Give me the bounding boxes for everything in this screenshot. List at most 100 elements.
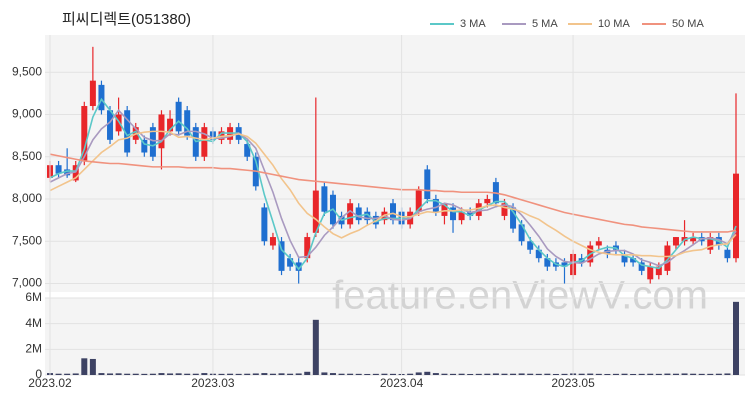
volume-bar — [527, 373, 534, 375]
candle-body — [355, 207, 362, 221]
volume-bar — [707, 373, 714, 375]
legend-label: 10 MA — [598, 18, 630, 30]
volume-bar — [715, 373, 722, 375]
ma-line — [49, 153, 737, 233]
volume-bar — [107, 373, 114, 375]
volume-bar — [638, 373, 645, 375]
candle-body — [89, 80, 96, 107]
volume-bar — [467, 373, 474, 375]
y-tick-label: 7,500 — [12, 233, 42, 247]
candle-body — [244, 144, 251, 157]
volume-bar — [432, 373, 439, 375]
volume-bar — [64, 373, 71, 375]
volume-bar — [321, 372, 328, 375]
candle-body — [707, 237, 714, 250]
candle-body — [149, 127, 156, 157]
volume-bar — [501, 373, 508, 375]
candle-body — [201, 127, 208, 157]
volume-bar — [604, 373, 611, 375]
candle-body — [81, 106, 88, 161]
volume-bar — [338, 373, 345, 375]
candle-body — [321, 186, 328, 212]
candle-body — [647, 266, 654, 280]
volume-bar — [450, 373, 457, 375]
volume-bar — [458, 373, 465, 375]
volume-bar — [372, 373, 379, 375]
volume-bar — [329, 373, 336, 375]
candle-body — [655, 266, 662, 276]
legend-label: 50 MA — [672, 18, 704, 30]
candle-body — [304, 237, 311, 259]
volume-bar — [561, 373, 568, 375]
volume-bar — [595, 373, 602, 375]
volume-bar — [733, 301, 739, 375]
volume-bar — [167, 373, 174, 375]
candle-body — [733, 173, 739, 259]
candle-body — [561, 262, 568, 267]
candle-body — [347, 203, 354, 225]
candle-body — [167, 118, 174, 132]
volume-bar — [415, 372, 422, 375]
candle-body — [295, 262, 302, 271]
volume-bar — [390, 373, 396, 375]
volume-bar — [664, 373, 671, 375]
volume-bar — [552, 373, 559, 375]
volume-bar — [544, 373, 551, 375]
volume-bar — [141, 373, 148, 375]
y-tick-label: 8,500 — [12, 149, 42, 163]
volume-bar — [441, 373, 448, 375]
volume-bar — [124, 373, 131, 375]
candle-body — [621, 253, 628, 263]
watermark: feature.enViewV.com — [332, 274, 708, 318]
volume-bar — [612, 373, 619, 375]
y-tick-label: 7,000 — [12, 276, 42, 290]
volume-bar — [132, 373, 139, 375]
candle-body — [518, 224, 525, 242]
volume-bar — [381, 373, 388, 375]
candle-body — [467, 211, 474, 216]
candle-body — [535, 249, 542, 259]
volume-bar — [218, 373, 225, 375]
volume-bar — [184, 373, 191, 375]
candle-body — [269, 237, 276, 246]
volume-bar — [252, 373, 259, 375]
volume-bar — [672, 373, 679, 375]
candle-body — [72, 165, 79, 181]
y-tick-label: 4M — [25, 316, 42, 330]
volume-bar — [587, 373, 594, 375]
candle-body — [595, 241, 602, 246]
volume-bar — [647, 373, 654, 375]
candle-body — [672, 237, 679, 246]
candle-body — [364, 211, 371, 221]
y-tick-label: 8,000 — [12, 191, 42, 205]
candle-body — [441, 203, 448, 216]
candle-body — [55, 165, 62, 174]
candle-body — [390, 203, 396, 221]
candle-body — [664, 245, 671, 271]
volume-bar — [278, 373, 285, 375]
volume-bar — [89, 358, 96, 375]
volume-bar — [347, 373, 354, 375]
candle-body — [141, 139, 148, 153]
volume-bar — [655, 373, 662, 375]
volume-bar — [295, 373, 302, 375]
x-tick-label: 2023.02 — [28, 376, 72, 390]
x-tick-label: 2023.03 — [191, 376, 235, 390]
y-tick-label: 9,000 — [12, 107, 42, 121]
ma-line — [49, 130, 737, 258]
y-tick-label: 0 — [35, 367, 42, 381]
volume-bar — [55, 373, 62, 375]
volume-bar — [621, 373, 628, 375]
volume-bar — [698, 373, 705, 375]
volume-bar — [175, 373, 182, 375]
volume-bar — [690, 373, 697, 375]
candle-body — [115, 114, 122, 132]
candle-body — [98, 84, 105, 111]
candle-body — [261, 207, 268, 242]
candle-body — [278, 241, 285, 271]
volume-bar — [484, 373, 491, 375]
volume-bar — [681, 373, 688, 375]
volume-bar — [158, 373, 165, 375]
volume-bar — [492, 373, 499, 375]
volume-bar — [312, 319, 319, 375]
